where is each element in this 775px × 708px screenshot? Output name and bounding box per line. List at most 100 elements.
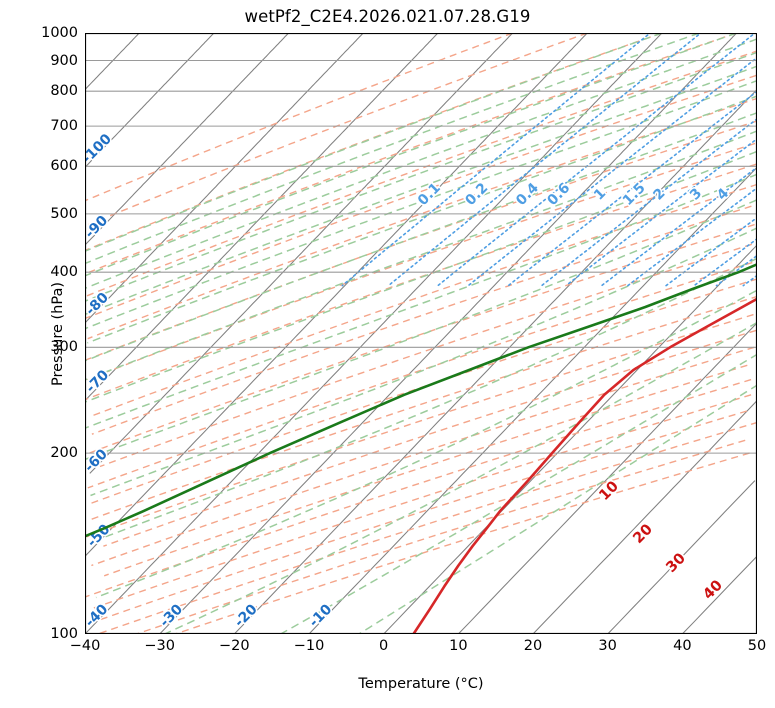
x-tick-label: 10 bbox=[449, 638, 468, 654]
dry-adiabat-line bbox=[85, 33, 513, 202]
x-axis-ticks: −40 −30 −20 −10 0 10 20 30 40 50 bbox=[70, 634, 767, 664]
mixing-ratio-label: 0.1 bbox=[415, 180, 444, 209]
isotherm-line bbox=[85, 33, 140, 91]
mixing-ratio-line bbox=[600, 166, 757, 287]
y-tick-label: 200 bbox=[50, 445, 78, 462]
dry-adiabat-label: 40 bbox=[700, 577, 726, 603]
isotherm-line bbox=[85, 33, 364, 323]
plot-frame bbox=[85, 33, 757, 634]
dry-adiabat-line bbox=[91, 346, 755, 567]
y-tick-label: 300 bbox=[50, 339, 78, 356]
dry-adiabat-line bbox=[103, 364, 748, 577]
dry-adiabat-line bbox=[97, 421, 757, 634]
isotherm-line bbox=[85, 33, 663, 634]
dry-adiabat-line bbox=[87, 261, 753, 489]
mixing-ratio-lines bbox=[341, 33, 757, 287]
x-tick-label: −20 bbox=[219, 638, 250, 654]
isotherm-line bbox=[532, 399, 757, 634]
dry-adiabat-line bbox=[86, 50, 757, 297]
isotherm-label: -90 bbox=[85, 212, 111, 241]
moist-adiabat-line bbox=[358, 384, 757, 634]
mixing-ratio-line bbox=[507, 90, 757, 287]
mixing-ratio-line bbox=[665, 216, 757, 287]
isotherm-label: -100 bbox=[85, 131, 115, 167]
x-axis-label: Temperature (°C) bbox=[358, 676, 484, 692]
dry-adiabat-line bbox=[88, 223, 755, 454]
dry-adiabat-line bbox=[91, 205, 752, 435]
mixing-ratio-line bbox=[565, 137, 757, 287]
x-tick-label: 30 bbox=[598, 638, 617, 654]
moist-adiabat-line bbox=[280, 353, 757, 634]
dry-adiabat-line bbox=[86, 142, 756, 381]
dry-adiabat-line bbox=[87, 97, 757, 340]
moist-adiabat-line bbox=[85, 65, 757, 316]
moist-adiabat-line bbox=[85, 150, 757, 403]
dry-adiabat-line bbox=[85, 378, 752, 598]
mixing-ratio-line bbox=[627, 187, 757, 287]
moist-adiabat-line bbox=[87, 95, 757, 344]
y-tick-label: 100 bbox=[50, 626, 78, 642]
mixing-ratio-line bbox=[437, 33, 757, 287]
moist-adiabat-line bbox=[85, 111, 757, 362]
moist-adiabat-line bbox=[85, 79, 757, 330]
isotherm-line bbox=[457, 322, 757, 634]
dry-adiabat-line bbox=[88, 33, 588, 226]
page-title: wetPf2_C2E4.2026.021.07.28.G19 bbox=[244, 7, 531, 26]
x-tick-label: −40 bbox=[69, 638, 101, 654]
isotherm-label: -40 bbox=[85, 601, 112, 630]
y-axis-ticks: 100 200 300 400 500 600 700 800 900 1000 bbox=[0, 25, 78, 642]
dry-adiabat-line bbox=[89, 183, 757, 418]
isotherm-line bbox=[85, 33, 439, 401]
mixing-ratio-line bbox=[467, 56, 757, 287]
y-tick-label: 400 bbox=[50, 264, 78, 281]
mixing-ratio-line bbox=[540, 117, 757, 287]
mixing-ratio-line bbox=[387, 33, 703, 287]
pressure-gridlines bbox=[85, 33, 757, 634]
isotherm-line bbox=[607, 480, 756, 634]
isotherm-line bbox=[89, 33, 513, 474]
x-tick-label: 50 bbox=[747, 638, 767, 654]
dry-adiabat-line bbox=[95, 410, 748, 622]
moist-adiabat-line bbox=[85, 173, 757, 429]
isotherm-label: -20 bbox=[231, 601, 260, 630]
moist-adiabat-line bbox=[85, 130, 757, 381]
isotherm-line bbox=[383, 244, 757, 634]
y-tick-label: 1000 bbox=[41, 25, 78, 41]
isotherm-line bbox=[308, 166, 757, 634]
mixing-ratio-line bbox=[742, 274, 757, 287]
isotherm-line bbox=[85, 33, 215, 169]
moist-adiabat-line bbox=[95, 290, 757, 599]
isotherm-line bbox=[681, 555, 757, 634]
dry-adiabat-line bbox=[85, 120, 757, 362]
moist-adiabat-line bbox=[85, 51, 757, 302]
x-tick-label: −30 bbox=[144, 638, 175, 654]
moist-adiabat-lines bbox=[85, 33, 757, 634]
dry-adiabat-line bbox=[103, 329, 757, 547]
temperature-profile bbox=[412, 297, 757, 634]
mixing-ratio-label: 4 bbox=[714, 185, 732, 203]
isotherm-line bbox=[233, 88, 757, 634]
moist-adiabat-line bbox=[90, 227, 757, 497]
x-tick-label: −10 bbox=[293, 638, 325, 654]
y-tick-label: 600 bbox=[50, 158, 78, 175]
dewpoint-line bbox=[85, 262, 757, 538]
moist-adiabat-line bbox=[85, 38, 757, 290]
dry-adiabat-label: 20 bbox=[630, 521, 656, 547]
dry-adiabat-line bbox=[85, 163, 757, 401]
moist-adiabat-line bbox=[85, 199, 757, 461]
x-tick-label: 40 bbox=[673, 638, 692, 654]
moist-adiabat-line bbox=[85, 33, 700, 265]
mixing-ratio-label: 3 bbox=[687, 185, 705, 203]
dry-adiabat-lines bbox=[85, 33, 757, 634]
isotherm-label: -80 bbox=[85, 289, 112, 318]
plot-area: -100 -100 -90 -90 -80 -80 -70 -70 -60 -60 -50 -50 -4… bbox=[85, 33, 757, 634]
isotherm-line bbox=[159, 33, 737, 634]
temperature-line bbox=[412, 297, 757, 634]
x-tick-label: 0 bbox=[379, 638, 389, 654]
dry-adiabat-line bbox=[90, 278, 757, 504]
dry-adiabat-line bbox=[175, 452, 750, 634]
mixing-ratio-line bbox=[715, 255, 757, 287]
dry-adiabat-line bbox=[85, 33, 663, 251]
isotherm-lines bbox=[85, 33, 757, 634]
